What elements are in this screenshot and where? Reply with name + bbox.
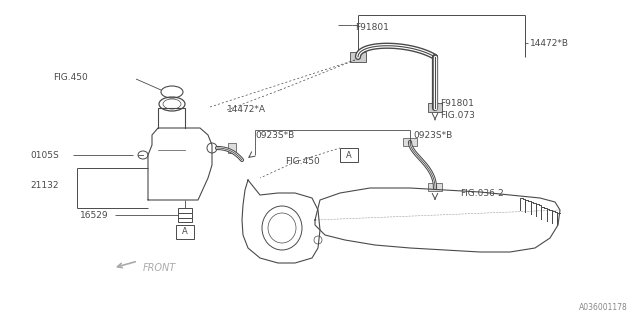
Text: A: A: [346, 150, 352, 159]
Bar: [428, 183, 442, 191]
Bar: [403, 138, 417, 146]
Text: FIG.450: FIG.450: [285, 157, 320, 166]
Text: 14472*B: 14472*B: [530, 38, 569, 47]
Bar: [228, 143, 236, 153]
Text: 14472*A: 14472*A: [227, 106, 266, 115]
Bar: [350, 52, 366, 62]
Text: FIG.450: FIG.450: [53, 74, 88, 83]
Text: 16529: 16529: [80, 211, 109, 220]
Bar: [178, 213, 192, 218]
Text: F91801: F91801: [440, 99, 474, 108]
Text: A036001178: A036001178: [579, 303, 628, 313]
Text: 0923S*B: 0923S*B: [255, 132, 294, 140]
Bar: [178, 218, 192, 222]
Text: A: A: [182, 228, 188, 236]
Text: FIG.073: FIG.073: [440, 110, 475, 119]
Text: 0105S: 0105S: [30, 150, 59, 159]
Bar: [176, 225, 194, 239]
Text: F91801: F91801: [355, 23, 389, 33]
Bar: [178, 208, 192, 213]
Bar: [340, 148, 358, 162]
Text: 21132: 21132: [30, 180, 58, 189]
Text: 0923S*B: 0923S*B: [413, 132, 452, 140]
Bar: [428, 103, 442, 112]
Text: FRONT: FRONT: [143, 263, 176, 273]
Text: FIG.036-2: FIG.036-2: [460, 188, 504, 197]
